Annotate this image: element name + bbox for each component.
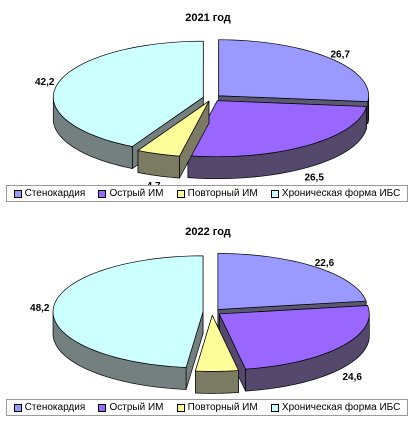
legend-item-chronic-ihd: Хроническая форма ИБС bbox=[270, 402, 401, 413]
pie-plot-area: 26,7 26,5 4,7 42,2 bbox=[35, 39, 370, 185]
pie-slice-хроническая-форма-ибс bbox=[52, 40, 204, 170]
data-label: 42,2 bbox=[35, 77, 55, 88]
legend-item-acute-mi: Острый ИМ bbox=[98, 402, 163, 413]
legend-label: Хроническая форма ИБС bbox=[281, 402, 401, 413]
legend-label: Острый ИМ bbox=[109, 188, 164, 199]
legend-label: Острый ИМ bbox=[109, 402, 164, 413]
data-label: 26,5 bbox=[304, 173, 324, 184]
legend-swatch bbox=[270, 189, 279, 198]
legend-label: Повторный ИМ bbox=[187, 188, 258, 199]
data-label: 4,7 bbox=[147, 181, 161, 185]
pie-slice-острый-им bbox=[218, 305, 370, 392]
chart-2021: 2021 год 26,7 26,5 4,7 42,2 Стенокардия Ост… bbox=[6, 12, 408, 202]
legend-item-repeat-mi: Повторный ИМ bbox=[176, 402, 258, 413]
pie-slice-острый-им bbox=[187, 100, 367, 180]
pie-slice-повторный-им bbox=[194, 314, 240, 394]
data-label: 24,6 bbox=[342, 372, 362, 383]
legend-item-acute-mi: Острый ИМ bbox=[98, 188, 163, 199]
chart-title: 2022 год bbox=[185, 226, 231, 238]
legend-item-stenocardia: Стенокардия bbox=[13, 188, 86, 199]
legend-swatch bbox=[176, 189, 185, 198]
legend-swatch bbox=[13, 189, 22, 198]
pie-slice-хроническая-форма-ибс bbox=[52, 255, 204, 390]
pie-plot-area: 22,624,64,648,2 bbox=[30, 253, 370, 394]
legend: Стенокардия Острый ИМ Повторный ИМ Хрони… bbox=[6, 399, 408, 416]
legend-swatch bbox=[98, 403, 107, 412]
legend-label: Хроническая форма ИБС bbox=[281, 188, 401, 199]
chart-2022: 2022 год 22,624,64,648,2 Стенокардия Ост… bbox=[0, 214, 416, 428]
legend-swatch bbox=[176, 403, 185, 412]
pie-slice-повторный-им bbox=[137, 100, 210, 179]
data-label: 22,6 bbox=[315, 258, 335, 269]
legend-label: Стенокардия bbox=[24, 402, 86, 413]
data-label: 48,2 bbox=[30, 303, 50, 314]
legend-swatch bbox=[98, 189, 107, 198]
data-label: 26,7 bbox=[330, 50, 350, 61]
legend-swatch bbox=[270, 403, 279, 412]
legend-swatch bbox=[13, 403, 22, 412]
legend-item-chronic-ihd: Хроническая форма ИБС bbox=[270, 188, 401, 199]
legend-label: Стенокардия bbox=[24, 188, 86, 199]
legend-item-stenocardia: Стенокардия bbox=[13, 402, 86, 413]
legend-label: Повторный ИМ bbox=[187, 402, 258, 413]
legend: Стенокардия Острый ИМ Повторный ИМ Хрони… bbox=[6, 185, 408, 202]
chart-title: 2021 год bbox=[185, 12, 231, 24]
legend-item-repeat-mi: Повторный ИМ bbox=[176, 188, 258, 199]
